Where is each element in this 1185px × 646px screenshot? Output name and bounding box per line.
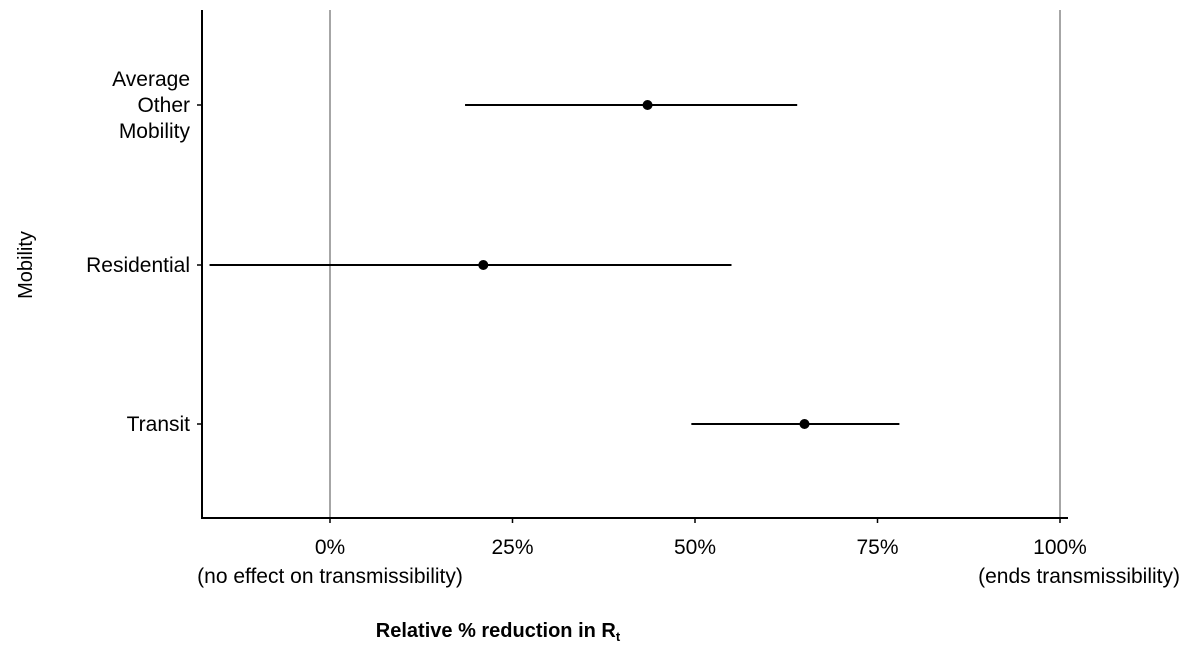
x-tick-label-4: 100% — [1033, 536, 1087, 559]
y-tick-label-line: Mobility — [119, 120, 191, 143]
y-tick-label-line: Transit — [127, 413, 191, 436]
x-axis-title-subscript: t — [616, 629, 621, 644]
y-axis-ticks: Average Other Mobility Residential Transit — [86, 68, 202, 436]
y-tick-label-2: Transit — [127, 413, 191, 436]
x-axis-ticks: 0% (no effect on transmissibility) 25% 50% 7… — [197, 518, 1180, 588]
confidence-intervals — [209, 100, 900, 429]
point-estimate-0 — [642, 100, 653, 110]
x-tick-label-0: 0% — [315, 536, 345, 559]
x-tick-sublabel-4: (ends transmissibility) — [978, 565, 1180, 588]
y-tick-label-0: Average Other Mobility — [112, 68, 190, 143]
y-tick-label-line: Residential — [86, 254, 190, 277]
x-tick-label-3: 75% — [856, 536, 898, 559]
x-tick-label-2: 50% — [674, 536, 716, 559]
y-axis-title: Mobility — [15, 231, 37, 299]
x-tick-label-1: 25% — [491, 536, 533, 559]
x-tick-sublabel-0: (no effect on transmissibility) — [197, 565, 463, 588]
point-estimate-2 — [799, 419, 810, 429]
x-axis-title-main: Relative % reduction in R — [376, 620, 617, 642]
x-axis-title: Relative % reduction in Rt — [376, 620, 621, 644]
point-estimate-1 — [478, 260, 489, 270]
axes — [201, 10, 1068, 519]
y-tick-label-line: Other — [137, 94, 190, 117]
y-tick-label-1: Residential — [86, 254, 190, 277]
y-tick-label-line: Average — [112, 68, 190, 91]
